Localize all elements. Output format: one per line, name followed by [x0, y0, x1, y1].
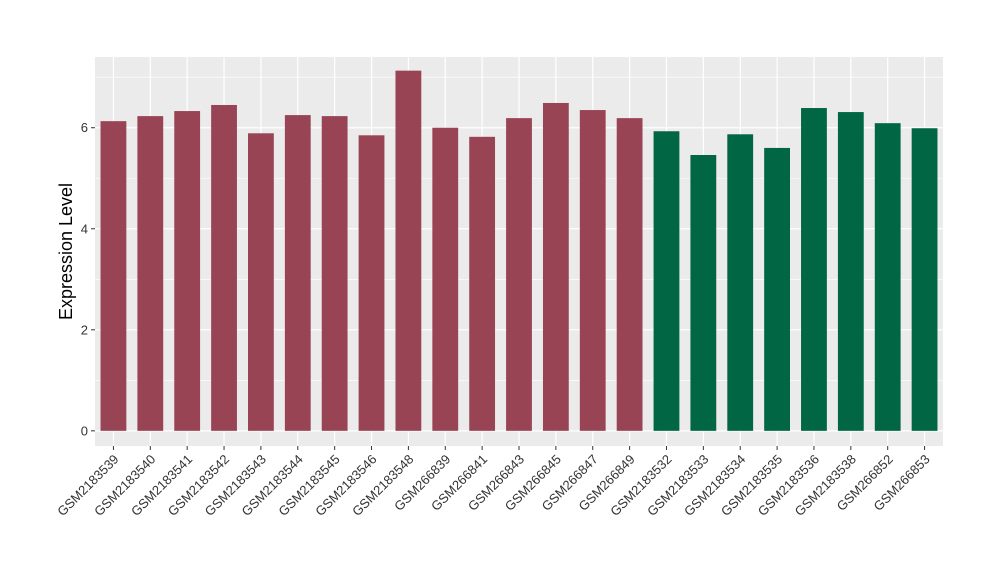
bar-gsm2183534 — [727, 134, 754, 431]
y-tick-label: 2 — [81, 322, 88, 337]
bar-gsm2183535 — [764, 147, 790, 431]
bar-gsm266839 — [432, 127, 459, 431]
bar-gsm2183540 — [137, 116, 164, 431]
x-axis: GSM2183539GSM2183540GSM2183541GSM2183542… — [54, 446, 933, 519]
bar-gsm2183536 — [801, 108, 827, 431]
bar-gsm2183532 — [653, 131, 680, 431]
y-tick-label: 6 — [81, 120, 88, 135]
bar-gsm266853 — [911, 128, 938, 431]
bar-gsm266841 — [469, 136, 496, 431]
bar-gsm266852 — [874, 123, 901, 431]
bar-gsm2183542 — [211, 104, 237, 431]
y-tick-label: 4 — [81, 221, 88, 236]
bars — [100, 70, 938, 431]
bar-gsm266849 — [616, 118, 643, 431]
y-axis-title: Expression Level — [56, 183, 76, 320]
bar-gsm2183545 — [321, 116, 348, 431]
y-tick-label: 0 — [81, 423, 88, 438]
bar-gsm2183548 — [395, 70, 422, 431]
bar-gsm2183539 — [100, 121, 127, 431]
bar-gsm2183538 — [837, 112, 864, 431]
y-axis: 0 2 4 6 — [81, 120, 95, 438]
bar-gsm266843 — [506, 118, 532, 431]
bar-gsm2183543 — [248, 133, 274, 431]
bar-gsm2183546 — [358, 135, 385, 431]
bar-gsm2183541 — [174, 111, 201, 431]
bar-gsm266847 — [579, 110, 606, 431]
bar-gsm266845 — [542, 102, 569, 431]
bar-gsm2183533 — [690, 155, 717, 431]
bar-gsm2183544 — [284, 115, 311, 431]
